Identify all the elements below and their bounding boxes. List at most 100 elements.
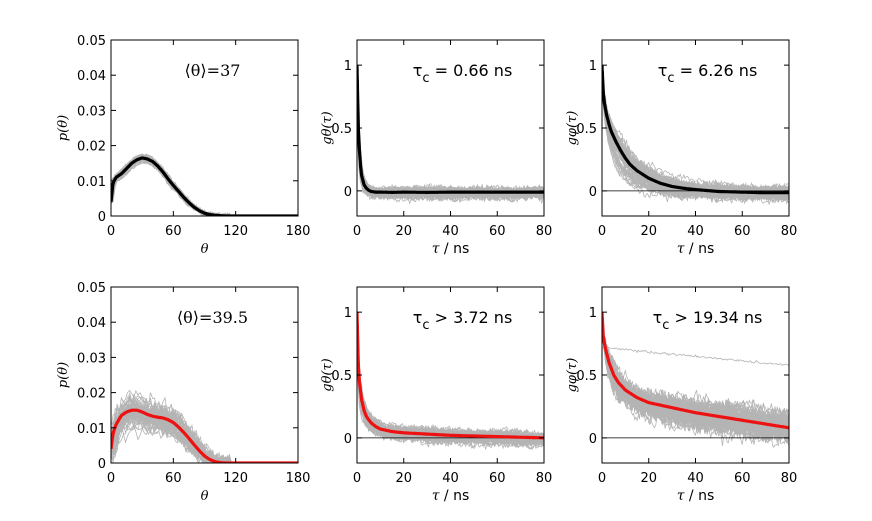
gray-trace <box>111 156 298 216</box>
gray-trace <box>602 65 789 205</box>
gray-trace <box>357 65 544 199</box>
annotation: ⟨θ⟩=37 <box>185 61 241 80</box>
axes-box <box>110 39 299 217</box>
gray-trace <box>602 65 789 204</box>
gray-trace <box>357 312 544 443</box>
gray-trace <box>357 65 544 203</box>
gray-trace <box>602 65 789 201</box>
x-tick-label: 80 <box>536 471 553 486</box>
gray-trace <box>111 410 298 463</box>
x-tick-label: 60 <box>734 471 751 486</box>
gray-trace <box>357 65 544 202</box>
y-tick-label: 0 <box>344 432 352 447</box>
gray-trace <box>357 65 544 203</box>
gray-trace <box>111 156 298 216</box>
gray-trace <box>111 157 298 216</box>
gray-trace <box>357 65 544 199</box>
x-tick-label: 180 <box>286 471 311 486</box>
gray-trace <box>357 65 544 202</box>
x-tick-label: 60 <box>734 224 751 239</box>
gray-trace <box>111 154 298 216</box>
gray-trace <box>602 65 789 204</box>
gray-trace <box>111 157 298 216</box>
gray-trace <box>602 346 789 367</box>
gray-trace <box>357 312 544 443</box>
gray-trace <box>357 312 544 444</box>
plot-area <box>602 64 789 205</box>
y-tick-label: 0 <box>344 185 352 200</box>
gray-trace <box>602 65 789 200</box>
gray-trace <box>357 312 544 443</box>
panel-p6: 0 20 40 60 80 0 0.5 1 τ / ns gφ(τ) τc > 19.34 ns <box>565 286 797 504</box>
x-tick-label: 40 <box>687 471 704 486</box>
gray-trace <box>111 158 298 216</box>
gray-trace <box>357 312 544 444</box>
gray-trace <box>357 65 544 199</box>
gray-trace <box>357 65 544 201</box>
gray-trace <box>357 65 544 198</box>
y-axis-label: gθ(τ) <box>320 111 335 144</box>
y-axis-label: p(θ) <box>56 115 71 141</box>
y-tick-label: 0.02 <box>77 387 106 402</box>
gray-trace <box>357 65 544 200</box>
gray-trace <box>111 159 298 216</box>
gray-trace <box>357 312 544 443</box>
y-tick-label: 1 <box>589 306 597 321</box>
panel-p2: 0 20 40 60 80 0 0.5 1 τ / ns gθ(τ) τc = 0.66 ns <box>320 39 552 257</box>
gray-trace <box>357 65 544 199</box>
gray-trace <box>602 65 789 201</box>
gray-trace <box>357 65 544 198</box>
gray-trace <box>111 160 298 216</box>
gray-trace <box>357 65 544 202</box>
gray-trace <box>357 65 544 201</box>
gray-trace <box>357 65 544 198</box>
gray-trace <box>357 65 544 197</box>
axes-box <box>110 286 299 464</box>
gray-trace <box>357 65 544 198</box>
gray-trace <box>111 157 298 216</box>
y-tick-label: 0.04 <box>77 69 106 84</box>
gray-trace <box>111 157 298 216</box>
gray-trace <box>357 312 544 443</box>
gray-trace <box>357 65 544 202</box>
mean-line <box>602 311 789 430</box>
gray-trace <box>357 312 544 443</box>
gray-trace <box>602 65 789 201</box>
gray-trace <box>111 156 298 216</box>
panel-p1: 0 60 120 180 0 0.01 0.02 0.03 0.04 0.05 θ p(θ) ⟨θ⟩=3… <box>56 34 310 257</box>
gray-trace <box>357 65 544 200</box>
gray-trace <box>111 159 298 216</box>
gray-trace <box>602 65 789 205</box>
gray-trace <box>357 312 544 443</box>
gray-trace <box>111 156 298 216</box>
x-tick-label: 0 <box>107 224 115 239</box>
mean-line <box>111 156 298 216</box>
x-tick-label: 40 <box>442 224 459 239</box>
x-tick-label: 0 <box>598 224 606 239</box>
gray-trace <box>357 65 544 200</box>
plot-area <box>602 311 789 449</box>
gray-trace <box>111 156 298 216</box>
y-axis-label: gθ(τ) <box>320 358 335 391</box>
gray-trace <box>111 156 298 216</box>
panel-p4: 0 60 120 180 0 0.01 0.02 0.03 0.04 0.05 θ p(θ) ⟨θ⟩=3… <box>56 281 310 504</box>
gray-trace <box>357 65 544 200</box>
gray-trace <box>357 65 544 198</box>
gray-trace <box>357 65 544 199</box>
gray-trace <box>111 160 298 216</box>
gray-trace <box>111 157 298 216</box>
x-tick-label: 40 <box>442 471 459 486</box>
gray-trace <box>111 160 298 216</box>
gray-trace <box>357 312 544 441</box>
gray-trace <box>357 312 544 441</box>
x-axis-label: θ <box>201 489 209 504</box>
x-tick-label: 60 <box>489 224 506 239</box>
gray-trace <box>111 158 298 216</box>
gray-trace <box>357 65 544 197</box>
gray-trace <box>357 65 544 199</box>
gray-trace <box>357 65 544 199</box>
gray-trace <box>357 65 544 198</box>
gray-trace <box>357 312 544 443</box>
y-tick-label: 1 <box>589 59 597 74</box>
y-axis-label: p(θ) <box>56 362 71 388</box>
